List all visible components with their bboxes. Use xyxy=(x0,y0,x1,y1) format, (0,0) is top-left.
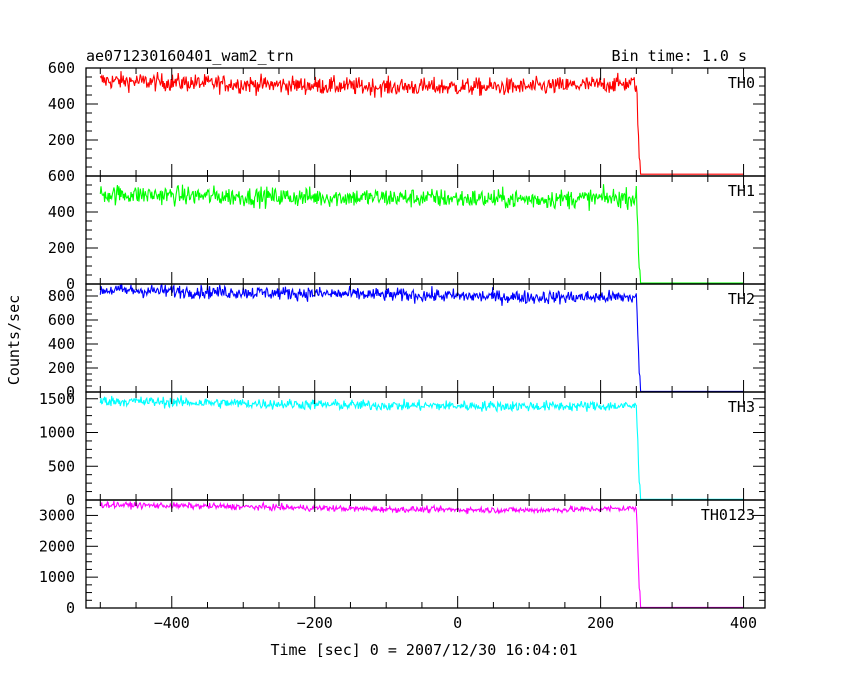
series-line-th1 xyxy=(99,184,744,284)
y-tick-label: 0 xyxy=(66,275,75,293)
x-tick-label: −400 xyxy=(154,614,190,632)
y-tick-label: 0 xyxy=(66,383,75,401)
y-tick-label: 1000 xyxy=(39,424,75,442)
y-tick-label: 400 xyxy=(48,203,75,221)
series-line-th0 xyxy=(99,71,744,175)
panel-frame xyxy=(85,391,766,501)
y-tick-label: 200 xyxy=(48,359,75,377)
series-line-th0123 xyxy=(100,500,744,608)
panel-th3: 0 500 1000 1500 TH3 xyxy=(39,390,766,509)
chart-title: ae071230160401_wam2_trn xyxy=(86,47,294,65)
x-axis-label: Time [sec] 0 = 2007/12/30 16:04:01 xyxy=(270,641,577,659)
y-tick-label: 600 xyxy=(48,311,75,329)
x-tick-label: 200 xyxy=(587,614,614,632)
series-name-th3: TH3 xyxy=(728,398,755,416)
panel-th1: 0 200 400 600 TH1 xyxy=(48,167,766,293)
bin-time-label: Bin time: 1.0 s xyxy=(612,47,747,65)
y-tick-label: 2000 xyxy=(39,537,75,555)
series-line-th2 xyxy=(99,282,744,392)
panel-th2: 0 200 400 600 800 TH2 xyxy=(48,282,766,401)
y-tick-label: 400 xyxy=(48,335,75,353)
series-name-th0: TH0 xyxy=(728,74,755,92)
y-tick-label: 1500 xyxy=(39,390,75,408)
panel-th0123: 0 1000 2000 3000 TH0123 xyxy=(39,499,766,617)
y-tick-label: 800 xyxy=(48,287,75,305)
panel-th0: 200 400 600 TH0 xyxy=(48,59,766,177)
y-tick-label: 200 xyxy=(48,131,75,149)
panel-frame xyxy=(85,499,766,609)
x-tick-label: 0 xyxy=(453,614,462,632)
series-name-th2: TH2 xyxy=(728,290,755,308)
series-name-th0123: TH0123 xyxy=(701,506,755,524)
y-tick-label: 500 xyxy=(48,457,75,475)
y-tick-label: 400 xyxy=(48,95,75,113)
panel-group: 200 400 600 TH0 0 200 400 600 TH1 0 200 400 600 800 TH… xyxy=(39,59,766,632)
y-tick-label: 0 xyxy=(66,599,75,617)
y-tick-label: 0 xyxy=(66,491,75,509)
y-tick-label: 1000 xyxy=(39,568,75,586)
y-tick-label: 200 xyxy=(48,239,75,257)
x-tick-label: 400 xyxy=(730,614,757,632)
series-line-th3 xyxy=(99,395,744,500)
x-tick-label: −200 xyxy=(297,614,333,632)
y-axis-label: Counts/sec xyxy=(5,295,23,385)
y-tick-label: 600 xyxy=(48,59,75,77)
y-tick-label: 600 xyxy=(48,167,75,185)
series-name-th1: TH1 xyxy=(728,182,755,200)
y-tick-label: 3000 xyxy=(39,506,75,524)
